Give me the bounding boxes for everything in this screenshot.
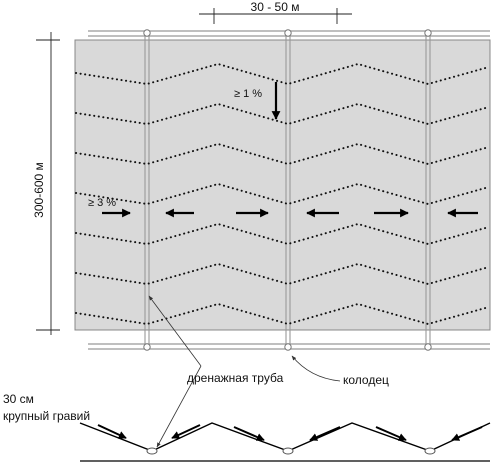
longitudinal-slope-label: ≥ 1 % [234, 88, 262, 100]
well-marker [284, 29, 292, 37]
drain-pipe-2 [285, 36, 291, 344]
section-flow-arrow [171, 424, 201, 439]
zigzag-drain-line [75, 302, 490, 326]
drain-pipe-leader [148, 295, 202, 367]
transverse-slope-label: ≥ 3 % [88, 197, 116, 209]
well-marker [424, 343, 432, 351]
cross-section-top-profile [79, 422, 491, 452]
drain-pipe-label: дренажная труба [187, 371, 284, 385]
drain-pipe-section [146, 447, 158, 455]
zigzag-drain-line [75, 102, 490, 126]
well-marker [424, 29, 432, 37]
well-marker [143, 343, 151, 351]
zigzag-drain-line [75, 182, 490, 206]
well-label: колодец [343, 373, 389, 387]
width-dimension [199, 8, 352, 24]
length-label: 300-600 м [32, 162, 46, 218]
length-dimension [36, 32, 60, 335]
well-marker [284, 343, 292, 351]
section-flow-arrow [451, 426, 483, 441]
zigzag-drain-line [75, 222, 490, 246]
drainage-field [74, 39, 491, 331]
drain-pipe-3 [425, 36, 431, 344]
width-label: 30 - 50 м [251, 0, 300, 14]
zigzag-drain-lines [75, 62, 490, 326]
well-leader [291, 355, 341, 382]
section-flow-arrow [309, 426, 341, 441]
well-marker [143, 29, 151, 37]
drain-pipe-section [424, 447, 436, 455]
gravel-label: крупный гравий [3, 409, 90, 423]
section-flow-arrow [97, 424, 127, 439]
drain-pipe-leader [156, 365, 202, 448]
zigzag-drain-line [75, 62, 490, 86]
drain-pipe-1 [144, 36, 150, 344]
section-flow-arrow [233, 426, 265, 441]
layer-thickness-label: 30 см [3, 392, 34, 406]
zigzag-drain-line [75, 142, 490, 166]
section-flow-arrow [375, 426, 407, 441]
zigzag-drain-line [75, 262, 490, 286]
drain-pipe-section [282, 447, 294, 455]
